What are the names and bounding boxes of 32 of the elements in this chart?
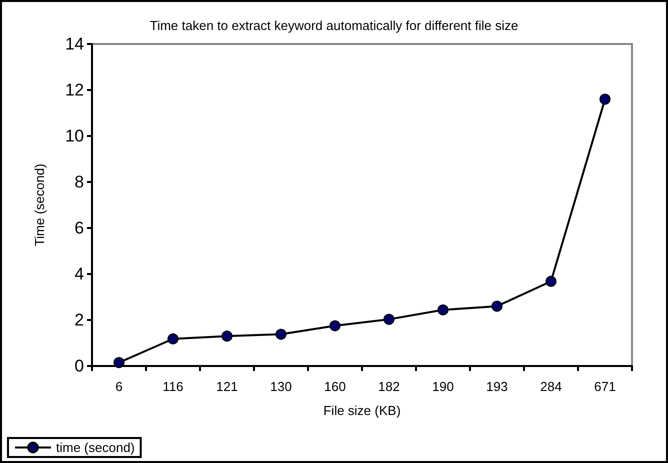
x-tick-label: 193 (486, 379, 508, 394)
y-tick-label: 0 (74, 356, 84, 376)
y-tick-label: 2 (74, 310, 84, 330)
x-axis-title: File size (KB) (323, 403, 401, 418)
point (384, 314, 394, 325)
y-tick-label: 6 (74, 218, 84, 238)
y-tick-label: 10 (65, 126, 84, 146)
x-tick-label: 6 (115, 379, 123, 394)
x-tick-label: 182 (378, 379, 400, 394)
y-tick-label: 14 (65, 34, 84, 54)
x-tick-label: 284 (540, 379, 562, 394)
point (114, 357, 124, 368)
point (600, 94, 610, 105)
x-tick-label: 116 (162, 379, 184, 394)
y-axis-title: Time (second) (32, 164, 47, 246)
point (546, 276, 556, 287)
x-tick-label: 190 (432, 379, 454, 394)
chart-title: Time taken to extract keyword automatically for different file size (150, 18, 518, 33)
point (168, 333, 178, 344)
point (492, 300, 502, 312)
point (330, 320, 340, 332)
point (438, 304, 448, 316)
y-tick-label: 4 (74, 264, 84, 284)
point (276, 328, 286, 340)
x-tick-label: 160 (324, 379, 346, 394)
x-tick-label: 671 (594, 379, 616, 394)
point (222, 330, 232, 342)
legend-label: time (second) (56, 440, 135, 455)
x-tick-label: 121 (216, 379, 238, 394)
y-tick-label: 8 (74, 172, 84, 192)
x-tick-label: 130 (270, 379, 292, 394)
y-tick-label: 12 (65, 80, 84, 100)
